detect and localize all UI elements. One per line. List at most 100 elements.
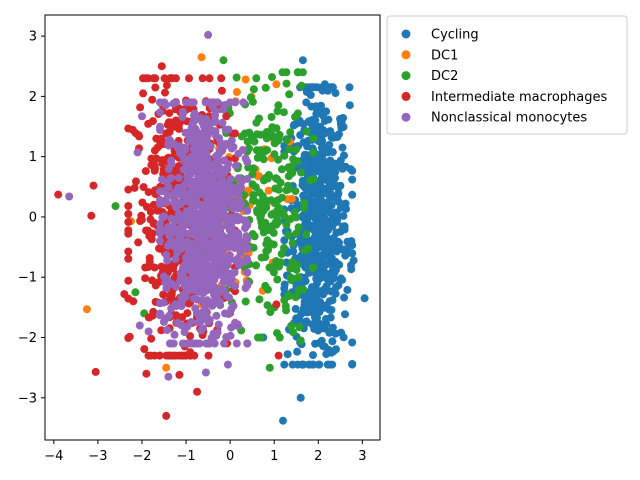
data-point xyxy=(280,151,289,160)
data-point xyxy=(255,188,264,197)
data-point xyxy=(322,260,330,269)
data-point xyxy=(299,285,308,294)
data-point xyxy=(206,267,215,276)
data-point xyxy=(296,393,305,402)
data-point xyxy=(185,212,194,221)
data-point xyxy=(217,86,226,95)
data-point xyxy=(156,225,164,234)
data-point xyxy=(302,230,311,239)
data-point xyxy=(319,290,328,299)
data-point xyxy=(299,156,308,164)
data-point xyxy=(220,339,229,348)
data-point xyxy=(263,285,272,294)
data-point xyxy=(170,330,179,339)
data-point xyxy=(335,260,344,269)
data-point xyxy=(218,118,227,127)
legend-marker xyxy=(401,71,411,81)
data-point xyxy=(148,95,157,104)
data-point xyxy=(147,161,156,170)
legend-item: Intermediate macrophages xyxy=(401,90,608,105)
data-point xyxy=(336,203,345,212)
data-point xyxy=(217,74,226,83)
data-point xyxy=(189,224,198,232)
data-point xyxy=(320,116,329,125)
data-point xyxy=(257,253,266,262)
data-point xyxy=(308,116,317,124)
data-point xyxy=(233,186,242,195)
data-point xyxy=(211,297,220,306)
data-point xyxy=(193,339,201,348)
data-point xyxy=(182,287,191,296)
data-point xyxy=(298,213,307,222)
data-point xyxy=(222,333,231,342)
data-point xyxy=(169,351,178,360)
data-point xyxy=(317,336,326,345)
data-point xyxy=(160,212,168,221)
data-point xyxy=(339,211,348,220)
data-point xyxy=(183,339,192,348)
data-point xyxy=(291,304,300,313)
data-point xyxy=(269,228,278,237)
data-point xyxy=(197,53,206,62)
ticks-layer: −4 −3 −2 −1 0 1 2 3 −3 −2 −1 0 1 2 3 xyxy=(18,30,367,464)
data-point xyxy=(329,133,338,142)
data-point xyxy=(201,219,209,228)
data-point xyxy=(293,157,302,166)
data-point xyxy=(266,308,275,317)
data-point xyxy=(289,121,298,130)
data-point xyxy=(301,277,310,286)
data-point xyxy=(305,360,314,369)
data-point xyxy=(124,218,133,226)
data-point xyxy=(322,315,330,323)
data-point xyxy=(214,320,223,329)
data-point xyxy=(243,339,252,348)
data-point xyxy=(180,146,189,155)
data-point xyxy=(327,287,336,296)
points-layer xyxy=(54,30,369,425)
data-point xyxy=(348,166,357,175)
data-point xyxy=(304,244,312,253)
data-point xyxy=(325,347,334,356)
data-point xyxy=(340,151,348,160)
data-point xyxy=(203,132,212,141)
data-point xyxy=(142,369,151,378)
data-point xyxy=(187,318,196,326)
data-point xyxy=(316,221,325,230)
data-point xyxy=(145,313,154,322)
data-point xyxy=(224,252,233,261)
legend-item: DC2 xyxy=(401,69,458,84)
data-point xyxy=(309,175,318,184)
data-point xyxy=(275,333,284,342)
data-point xyxy=(172,302,181,310)
data-point xyxy=(291,293,300,302)
data-point xyxy=(291,187,300,196)
data-point xyxy=(124,247,133,256)
data-point xyxy=(299,360,308,369)
data-point xyxy=(306,91,315,99)
data-point xyxy=(280,360,289,369)
data-point xyxy=(156,108,164,117)
data-point xyxy=(188,179,197,188)
data-point xyxy=(298,68,307,77)
x-tick-label: 0 xyxy=(226,449,234,464)
data-point xyxy=(203,339,211,348)
data-point xyxy=(249,243,258,252)
data-point xyxy=(315,360,324,369)
data-point xyxy=(221,101,229,109)
data-point xyxy=(125,332,134,341)
data-point xyxy=(249,85,258,94)
data-point xyxy=(260,218,269,227)
data-point xyxy=(320,80,329,89)
data-point xyxy=(184,259,193,268)
data-point xyxy=(224,240,233,249)
data-point xyxy=(223,221,231,230)
data-point xyxy=(201,368,210,377)
x-tick-label: 3 xyxy=(358,449,366,464)
data-point xyxy=(322,282,331,290)
data-point xyxy=(285,215,294,224)
data-point xyxy=(215,288,224,296)
data-point xyxy=(302,127,311,136)
data-point xyxy=(295,323,304,332)
data-point xyxy=(174,173,183,182)
data-point xyxy=(189,163,198,172)
